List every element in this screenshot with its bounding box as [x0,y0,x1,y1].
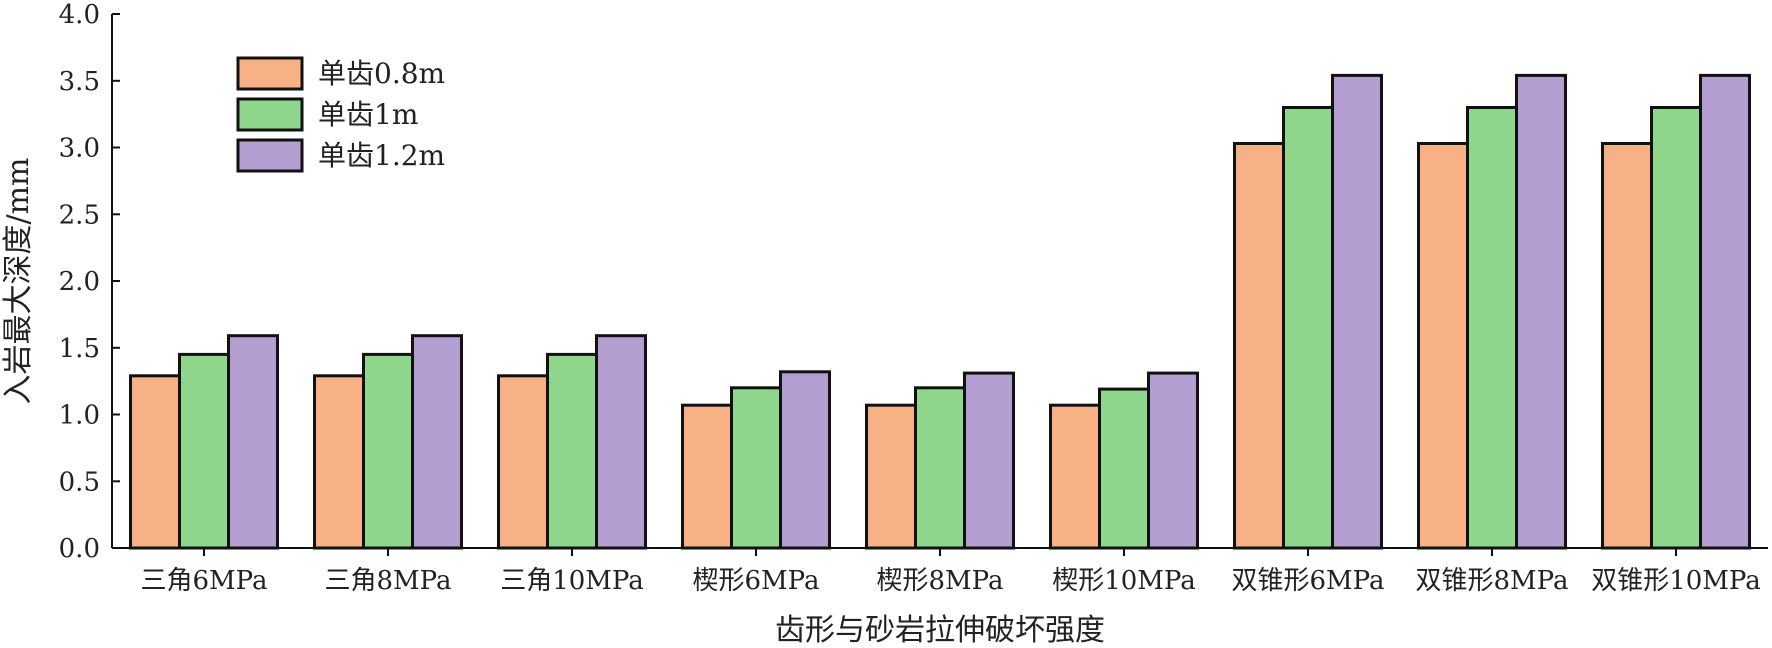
legend: 单齿0.8m 单齿1m 单齿1.2m [236,56,445,173]
x-tick-label: 三角6MPa [141,566,268,596]
legend-label-2: 单齿1m [318,98,418,131]
bar-2-9 [1650,106,1702,550]
bar-1-1 [129,374,181,550]
axes-group: 三角6MPa 三角8MPa 三角10MPa 楔形6MPa 楔形8MPa 楔形10MPa 双锥… [59,0,1768,596]
y-tick-label: 0.0 [59,534,100,564]
bar-2-3 [546,352,598,550]
bar-2-7 [1282,106,1334,550]
bar-3-3 [595,334,647,550]
bar-3-5 [963,371,1015,550]
bar-3-6 [1147,371,1199,550]
legend-label-1: 单齿0.8m [318,57,445,90]
bars-group [129,73,1751,550]
bar-3-4 [779,370,831,550]
bar-1-8 [1417,142,1469,550]
y-axis-title: 入岩最大深度/mm [1,157,36,404]
bar-2-4 [730,386,782,550]
bar-2-6 [1098,387,1150,550]
y-tick-label: 4.0 [59,0,100,30]
bar-2-2 [362,352,414,550]
bar-1-4 [681,403,733,550]
bar-3-8 [1515,73,1567,550]
bar-1-2 [313,374,365,550]
y-tick-label: 3.0 [59,134,100,164]
x-tick-label: 楔形8MPa [877,566,1004,596]
bar-1-3 [497,374,549,550]
bar-2-5 [914,386,966,550]
x-tick-label: 双锥形8MPa [1416,566,1569,596]
bar-3-2 [411,334,463,550]
bar-3-9 [1699,73,1751,550]
bar-3-7 [1331,73,1383,550]
y-tick-label: 2.5 [59,200,100,230]
x-tick-label: 三角10MPa [500,566,644,596]
legend-label-3: 单齿1.2m [318,139,445,172]
legend-swatch-2 [236,97,304,132]
bar-1-6 [1049,403,1101,550]
x-tick-label: 楔形10MPa [1052,566,1196,596]
bar-1-5 [865,403,917,550]
x-axis-title: 齿形与砂岩拉伸破坏强度 [775,613,1105,648]
bar-2-1 [178,352,230,550]
bar-1-7 [1233,142,1285,550]
y-tick-label: 2.0 [59,267,100,297]
bar-3-1 [227,334,279,550]
y-tick-label: 3.5 [59,67,100,97]
x-tick-label: 三角8MPa [325,566,452,596]
legend-swatch-3 [236,138,304,173]
legend-swatch-1 [236,56,304,91]
y-tick-label: 1.0 [59,401,100,431]
bar-2-8 [1466,106,1518,550]
y-tick-label: 1.5 [59,334,100,364]
x-tick-label: 楔形6MPa [693,566,820,596]
x-tick-label: 双锥形10MPa [1591,566,1761,596]
x-tick-label: 双锥形6MPa [1232,566,1385,596]
y-tick-label: 0.5 [59,467,100,497]
bar-1-9 [1601,142,1653,550]
